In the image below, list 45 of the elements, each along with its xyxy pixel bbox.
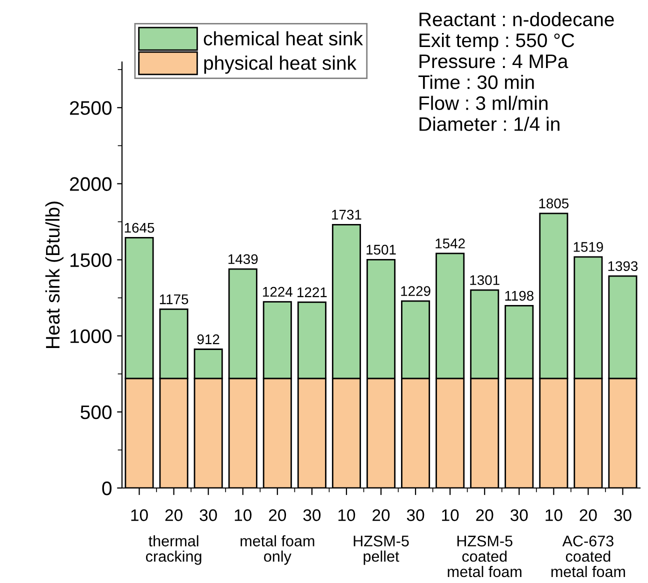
x-tick-label: 10 — [338, 509, 356, 522]
total-label: 1229 — [401, 286, 430, 296]
total-label: 1731 — [332, 210, 362, 220]
y-tick-label: 2000 — [70, 177, 112, 191]
total-label: 1221 — [298, 287, 327, 298]
total-label: 1224 — [263, 286, 292, 297]
total-label: 1301 — [470, 275, 500, 286]
total-label: 1805 — [539, 198, 569, 208]
x-tick-label: 20 — [372, 509, 390, 522]
x-tick-label: 20 — [476, 509, 494, 522]
x-tick-label: 10 — [131, 509, 148, 522]
y-tick-label: 500 — [80, 405, 112, 420]
total-label: 1175 — [160, 294, 188, 304]
legend-label: chemical heat sink — [204, 31, 363, 46]
text: HZSM-5 pellet — [354, 536, 409, 565]
x-tick-label: 30 — [200, 509, 217, 522]
y-tick-label: 1500 — [70, 253, 112, 268]
x-tick-label: 20 — [165, 509, 182, 522]
total-label: 1645 — [124, 222, 154, 233]
x-tick-label: 10 — [234, 509, 252, 522]
total-label: 1542 — [436, 238, 465, 248]
x-tick-label: 30 — [303, 509, 321, 522]
y-tick-label: 0 — [102, 481, 112, 496]
x-tick-label: 20 — [580, 509, 597, 522]
y-tick-label: 2500 — [70, 101, 112, 115]
y-axis-title: Heat sink (Btu/lb) — [45, 202, 64, 348]
x-tick-label: 10 — [442, 509, 459, 522]
text: HZSM-5 coated metal foam — [448, 536, 522, 578]
text: AC-673 coated metal foam — [551, 536, 625, 578]
annotation: Reactant : n-dodecane Exit temp : 550 °C Pressure : 4 MPa Time : 30 min Flow : 3 ml/min Diameter : 1/4 in — [418, 12, 614, 132]
total-label: 1501 — [366, 244, 396, 255]
x-tick-label: 30 — [510, 509, 528, 522]
total-label: 912 — [197, 334, 220, 344]
total-label: 1198 — [505, 290, 534, 301]
text: thermal cracking — [146, 535, 202, 565]
total-label: 1519 — [574, 242, 603, 252]
total-label: 1439 — [228, 254, 258, 264]
legend-label: physical heat sink — [204, 56, 357, 74]
x-tick-label: 20 — [268, 509, 286, 522]
x-tick-label: 30 — [614, 509, 632, 522]
x-tick-label: 10 — [546, 509, 562, 522]
x-tick-label: 30 — [406, 509, 424, 522]
y-tick-label: 1000 — [70, 329, 112, 344]
total-label: 1393 — [608, 261, 638, 272]
text: metal foam only — [240, 535, 314, 565]
